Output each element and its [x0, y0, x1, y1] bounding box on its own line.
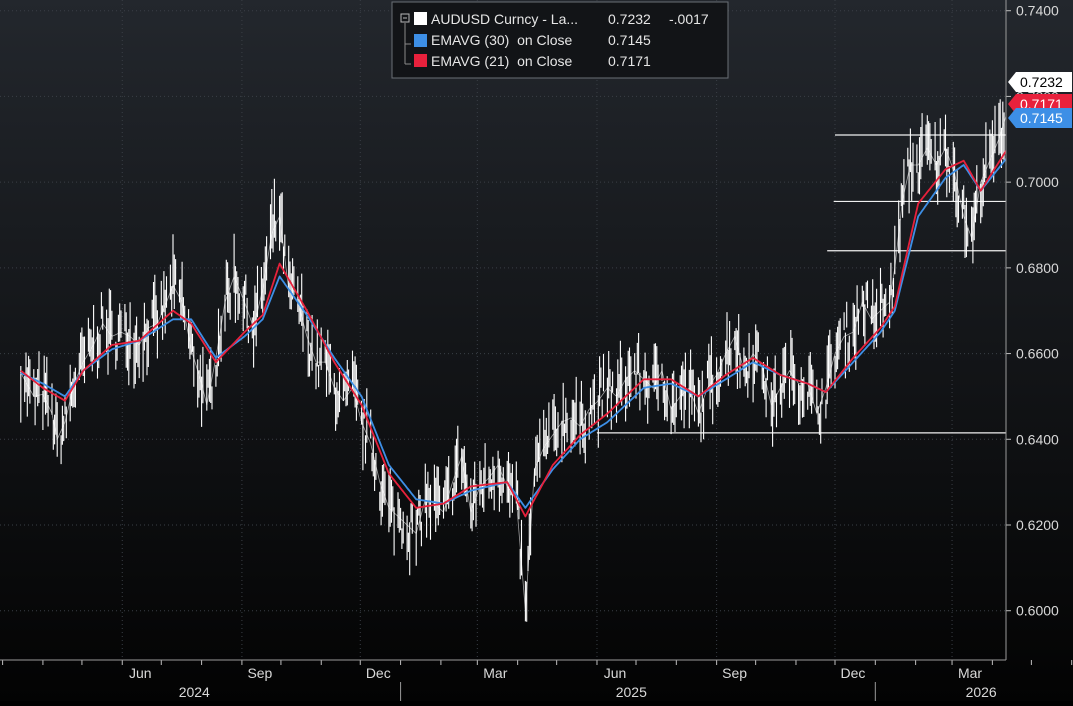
last-value-tag-ema30: 0.7145 [1008, 108, 1072, 128]
ema21-line [20, 149, 1006, 518]
last-value-tag-text: 0.7232 [1020, 74, 1063, 90]
legend: AUDUSD Curncy - La... 0.7232 -.0017 EMAV… [391, 1, 729, 79]
y-tick-label: 0.6600 [1016, 346, 1059, 362]
legend-ema30-value: 0.7145 [608, 32, 651, 48]
x-year-label: 2025 [616, 684, 647, 700]
legend-price-value: 0.7232 [608, 11, 651, 27]
legend-ema30-label: EMAVG (30) on Close [431, 32, 573, 48]
legend-price-label: AUDUSD Curncy - La... [431, 11, 578, 27]
x-month-label: Mar [958, 665, 982, 681]
x-year-label: 2026 [966, 684, 997, 700]
y-tick-label: 0.7400 [1016, 3, 1059, 19]
legend-price-change: -.0017 [669, 11, 709, 27]
ema30-line [20, 157, 1006, 509]
y-tick-label: 0.6200 [1016, 517, 1059, 533]
legend-collapse-icon[interactable] [400, 13, 410, 23]
legend-ema21-label: EMAVG (21) on Close [431, 53, 573, 69]
x-month-label: Mar [483, 665, 507, 681]
last-value-tag-price: 0.7232 [1008, 72, 1072, 92]
series-lines [20, 99, 1006, 622]
y-tick-label: 0.6800 [1016, 260, 1059, 276]
x-month-label: Sep [722, 665, 747, 681]
x-month-label: Jun [604, 665, 627, 681]
legend-box [391, 1, 729, 79]
legend-swatch-ema30 [414, 34, 427, 47]
x-month-label: Jun [129, 665, 152, 681]
y-tick-label: 0.6000 [1016, 603, 1059, 619]
price-close-line [20, 114, 1006, 611]
x-month-label: Dec [366, 665, 391, 681]
x-year-label: 2024 [179, 684, 210, 700]
last-value-tag-text: 0.7145 [1020, 110, 1063, 126]
y-tick-label: 0.6400 [1016, 431, 1059, 447]
legend-swatch-ema21 [414, 54, 427, 67]
legend-swatch-price [414, 12, 427, 25]
y-tick-label: 0.7000 [1016, 174, 1059, 190]
x-month-label: Dec [841, 665, 866, 681]
legend-ema21-value: 0.7171 [608, 53, 651, 69]
x-month-label: Sep [247, 665, 272, 681]
